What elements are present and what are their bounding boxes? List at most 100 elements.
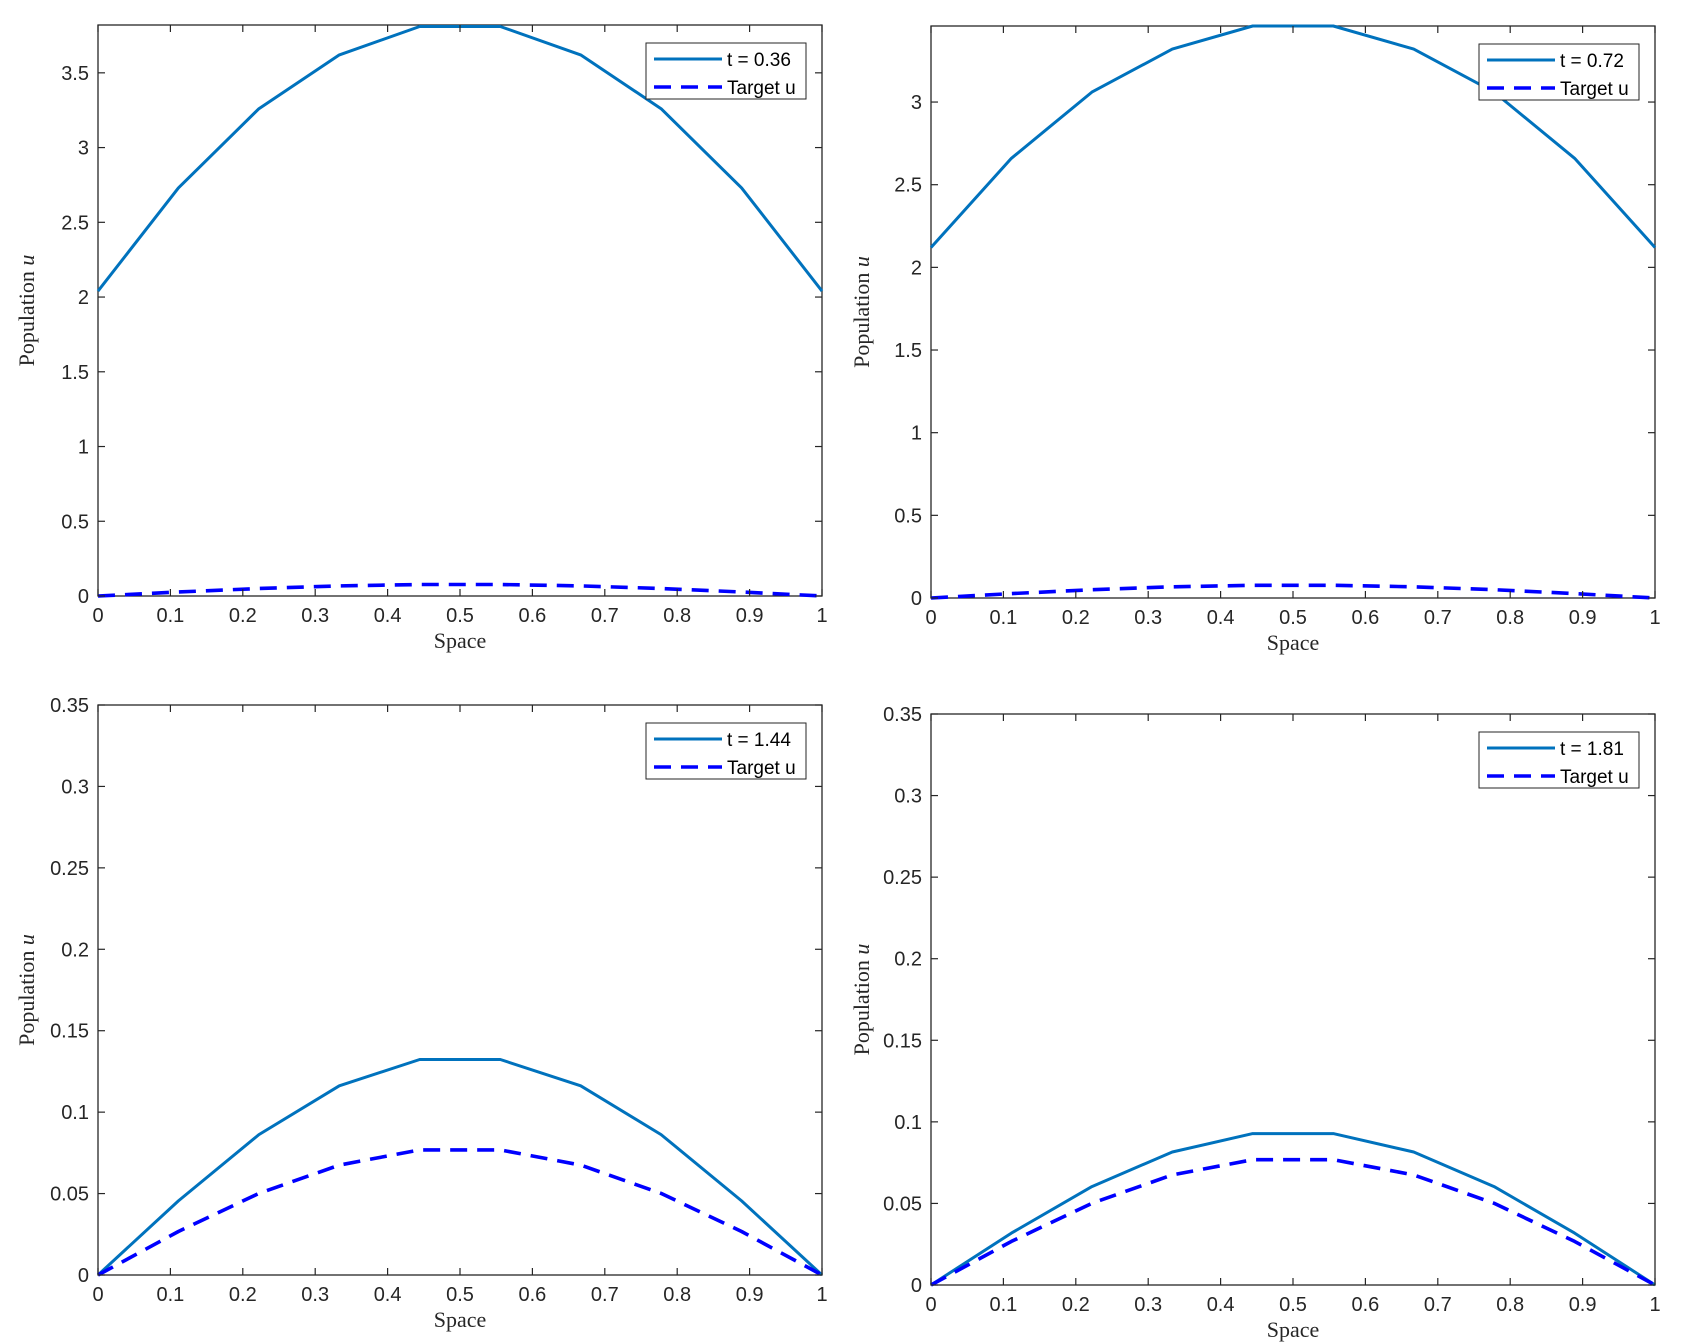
legend-box: [1478, 731, 1640, 789]
x-tick-label: 0: [925, 607, 936, 629]
y-tick-label: 0.1: [61, 1102, 89, 1124]
x-tick-label: 0.5: [446, 605, 474, 627]
x-tick-label: 0: [92, 1284, 103, 1306]
x-tick-label: 0.5: [1279, 607, 1307, 629]
y-tick-label: 2: [78, 287, 89, 309]
x-tick-label: 0: [925, 1294, 936, 1316]
y-tick-label: 0.05: [883, 1193, 922, 1215]
legend-box: [645, 722, 807, 780]
y-tick-label: 2: [911, 257, 922, 279]
x-tick-label: 0.4: [374, 605, 402, 627]
y-tick-label: 0.25: [883, 867, 922, 889]
legend-label: t = 0.36: [727, 50, 791, 71]
legend: t = 0.36 Target u: [645, 42, 807, 100]
y-tick-label: 0: [911, 1275, 922, 1297]
series-line-target: [930, 1157, 1656, 1287]
x-tick-label: 0.5: [446, 1284, 474, 1306]
x-tick-label: 0.3: [301, 605, 329, 627]
y-tick-label: 3: [911, 92, 922, 114]
x-tick-label: 0.1: [989, 607, 1017, 629]
y-tick-label: 2.5: [894, 175, 922, 197]
chart-panel: 0 0.1 0.2 0.3 0.4 0.5 0.6 0.7 0.8 0.9 1 0 0.5 1 1.5 2 2.…: [14, 24, 828, 653]
x-axis-title: Space: [434, 628, 487, 653]
series-line-target: [930, 583, 1656, 600]
chart-panel: 0 0.1 0.2 0.3 0.4 0.5 0.6 0.7 0.8 0.9 1 0 0.5 1 1.5 2 2.…: [849, 24, 1661, 655]
legend-label: Target u: [1560, 79, 1629, 100]
series-line-model: [96, 1058, 824, 1277]
legend: t = 1.81 Target u: [1478, 731, 1640, 789]
x-tick-label: 0.3: [1134, 607, 1162, 629]
y-tick-label: 0: [78, 586, 89, 608]
x-axis-title: Space: [434, 1307, 487, 1332]
y-tick-label: 0.35: [50, 695, 89, 717]
x-tick-label: 0.4: [374, 1284, 402, 1306]
x-tick-label: 1: [1649, 607, 1660, 629]
y-tick-label: 3: [78, 138, 89, 160]
legend: t = 0.72 Target u: [1478, 43, 1640, 101]
x-tick-label: 0.4: [1207, 1294, 1235, 1316]
x-tick-label: 0.1: [156, 1284, 184, 1306]
y-tick-label: 0.5: [894, 505, 922, 527]
y-tick-label: 0: [911, 588, 922, 610]
y-axis-title: Population u: [849, 944, 874, 1056]
x-tick-label: 0.7: [1424, 607, 1452, 629]
y-tick-label: 1.5: [894, 340, 922, 362]
y-tick-label: 0.15: [50, 1021, 89, 1043]
y-axis-title: Population u: [14, 255, 39, 367]
legend-label: Target u: [1560, 767, 1629, 788]
x-tick-label: 0.2: [1062, 607, 1090, 629]
x-tick-label: 0.3: [301, 1284, 329, 1306]
y-tick-label: 2.5: [61, 212, 89, 234]
y-tick-label: 0.25: [50, 858, 89, 880]
y-tick-label: 1: [911, 423, 922, 445]
x-tick-label: 1: [816, 605, 827, 627]
y-tick-label: 0: [78, 1265, 89, 1287]
legend-label: t = 0.72: [1560, 51, 1624, 72]
x-axis-title: Space: [1267, 630, 1320, 655]
legend: t = 1.44 Target u: [645, 722, 807, 780]
legend-label: Target u: [727, 758, 796, 779]
x-tick-label: 0: [92, 605, 103, 627]
x-tick-label: 0.8: [1496, 1294, 1524, 1316]
x-tick-label: 0.1: [156, 605, 184, 627]
y-tick-label: 0.1: [894, 1112, 922, 1134]
series-line-target: [97, 582, 823, 598]
y-tick-label: 0.2: [894, 949, 922, 971]
x-tick-label: 0.7: [591, 1284, 619, 1306]
x-tick-label: 0.9: [736, 1284, 764, 1306]
x-tick-label: 0.6: [1351, 607, 1379, 629]
x-tick-label: 0.6: [518, 605, 546, 627]
x-axis-title: Space: [1267, 1317, 1320, 1342]
y-tick-label: 0.3: [894, 786, 922, 808]
x-tick-label: 0.1: [989, 1294, 1017, 1316]
x-tick-label: 0.6: [518, 1284, 546, 1306]
x-tick-label: 0.2: [229, 605, 257, 627]
x-tick-label: 0.7: [591, 605, 619, 627]
legend-label: t = 1.81: [1560, 739, 1624, 760]
x-tick-label: 0.5: [1279, 1294, 1307, 1316]
chart-panel: 0 0.1 0.2 0.3 0.4 0.5 0.6 0.7 0.8 0.9 1 0 0.05 0.1 0.1…: [849, 704, 1661, 1342]
series-line-model: [930, 1132, 1656, 1287]
y-tick-label: 1: [78, 437, 89, 459]
x-tick-label: 0.9: [1569, 607, 1597, 629]
legend-label: Target u: [727, 78, 796, 99]
x-tick-label: 0.9: [1569, 1294, 1597, 1316]
chart-panel: 0 0.1 0.2 0.3 0.4 0.5 0.6 0.7 0.8 0.9 1 0 0.05 0.1 0.1…: [14, 695, 828, 1332]
legend-box: [1478, 43, 1640, 101]
x-tick-label: 0.8: [1496, 607, 1524, 629]
x-tick-label: 0.8: [663, 605, 691, 627]
series-line-target: [97, 1148, 823, 1277]
x-tick-label: 0.2: [1062, 1294, 1090, 1316]
legend-box: [645, 42, 807, 100]
legend-label: t = 1.44: [727, 730, 791, 751]
x-tick-label: 0.8: [663, 1284, 691, 1306]
y-tick-label: 0.35: [883, 704, 922, 726]
y-axis-title: Population u: [14, 934, 39, 1046]
y-tick-label: 0.3: [61, 776, 89, 798]
y-axis-title: Population u: [849, 256, 874, 368]
x-tick-label: 0.4: [1207, 607, 1235, 629]
x-tick-label: 0.2: [229, 1284, 257, 1306]
y-tick-label: 0.5: [61, 511, 89, 533]
